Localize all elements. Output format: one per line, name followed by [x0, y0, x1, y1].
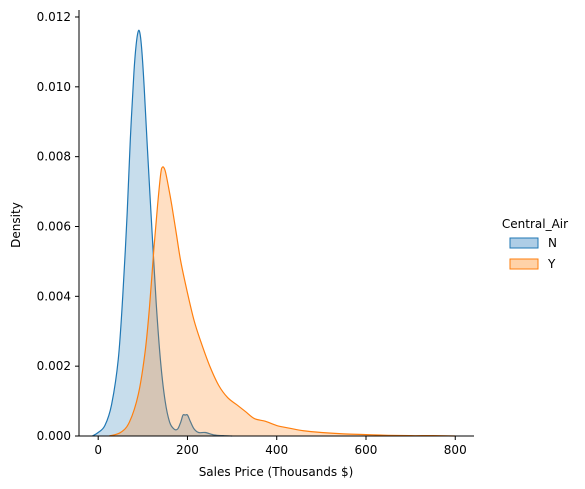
y-tick-label: 0.012: [37, 10, 71, 24]
x-tick-label: 200: [176, 443, 199, 457]
plot-area: 0 200 400 600 800 0.000 0.002 0.004 0.006 0.008 0.…: [37, 10, 474, 457]
legend-label-n: N: [548, 236, 557, 250]
y-tick-label: 0.002: [37, 359, 71, 373]
x-tick-label: 800: [444, 443, 467, 457]
legend-title: Central_Air: [502, 217, 568, 231]
y-axis-label: Density: [9, 202, 23, 248]
axes-layer: 0 200 400 600 800 0.000 0.002 0.004 0.006 0.008 0.…: [37, 10, 474, 457]
y-tick-label: 0.010: [37, 80, 71, 94]
legend-entries: NY: [509, 236, 557, 271]
legend-swatch-y: [509, 258, 539, 270]
legend-swatch-n: [509, 237, 539, 249]
y-tick-label: 0.008: [37, 150, 71, 164]
x-tick-label: 400: [265, 443, 288, 457]
density-area-n: [92, 30, 233, 436]
density-area-y: [109, 166, 456, 437]
x-axis-label: Sales Price (Thousands $): [199, 465, 354, 479]
x-tick-label: 0: [94, 443, 102, 457]
density-line-y: [109, 166, 456, 437]
legend: Central_Air NY: [502, 217, 568, 271]
x-tick-label: 600: [355, 443, 378, 457]
series-layer: [92, 29, 456, 437]
legend-label-y: Y: [547, 257, 556, 271]
y-tick-label: 0.006: [37, 219, 71, 233]
density-line-n: [92, 29, 233, 437]
y-tick-label: 0.004: [37, 289, 71, 303]
y-tick-label: 0.000: [37, 429, 71, 443]
